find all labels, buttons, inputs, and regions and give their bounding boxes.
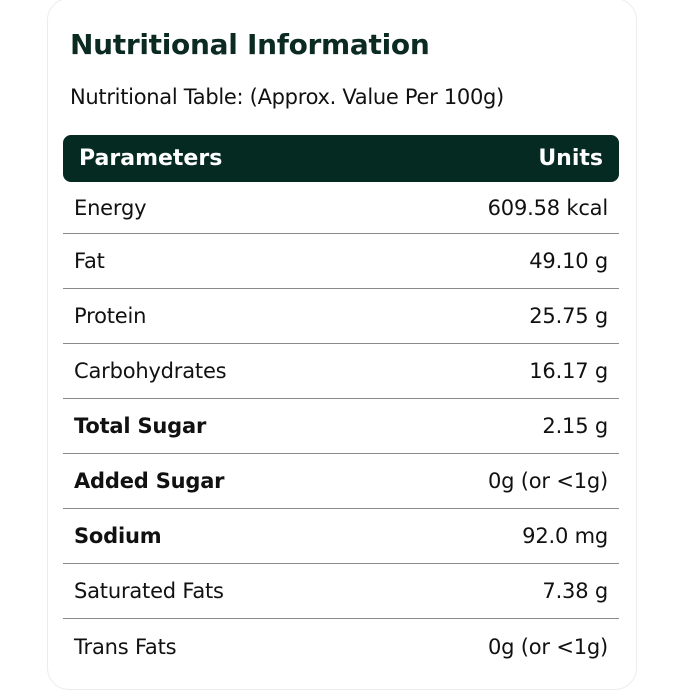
table-row: Added Sugar 0g (or <1g) — [63, 454, 619, 509]
parameter-value: 7.38 g — [542, 579, 608, 603]
nutrition-card — [47, 0, 637, 690]
parameter-name: Sodium — [74, 524, 162, 548]
parameter-name: Trans Fats — [74, 634, 177, 659]
parameter-value: 0g (or <1g) — [488, 469, 608, 493]
parameter-value: 609.58 kcal — [487, 196, 609, 220]
parameter-name: Energy — [74, 196, 147, 220]
table-row: Energy 609.58 kcal — [63, 183, 619, 234]
page-title: Nutritional Information — [70, 28, 430, 61]
parameter-name: Added Sugar — [74, 469, 225, 493]
parameter-value: 25.75 g — [529, 304, 608, 328]
table-row: Trans Fats 0g (or <1g) — [63, 619, 619, 674]
parameter-name: Protein — [74, 304, 147, 328]
parameter-name: Total Sugar — [74, 414, 207, 438]
table-row: Carbohydrates 16.17 g — [63, 344, 619, 399]
parameter-value: 16.17 g — [529, 359, 608, 383]
table-header: Parameters Units — [63, 135, 619, 182]
parameter-value: 0g (or <1g) — [488, 634, 608, 659]
parameter-name: Saturated Fats — [74, 579, 224, 603]
parameter-name: Carbohydrates — [74, 359, 227, 383]
nutrition-table: Energy 609.58 kcal Fat 49.10 g Protein 25.75 … — [63, 183, 619, 674]
table-row: Fat 49.10 g — [63, 234, 619, 289]
table-row: Total Sugar 2.15 g — [63, 399, 619, 454]
table-subtitle: Nutritional Table: (Approx. Value Per 10… — [70, 85, 504, 109]
header-units: Units — [538, 146, 603, 171]
table-row: Sodium 92.0 mg — [63, 509, 619, 564]
header-parameters: Parameters — [79, 146, 223, 171]
parameter-name: Fat — [74, 249, 105, 273]
parameter-value: 92.0 mg — [522, 524, 608, 548]
parameter-value: 2.15 g — [542, 414, 608, 438]
table-row: Protein 25.75 g — [63, 289, 619, 344]
parameter-value: 49.10 g — [529, 249, 608, 273]
table-row: Saturated Fats 7.38 g — [63, 564, 619, 619]
